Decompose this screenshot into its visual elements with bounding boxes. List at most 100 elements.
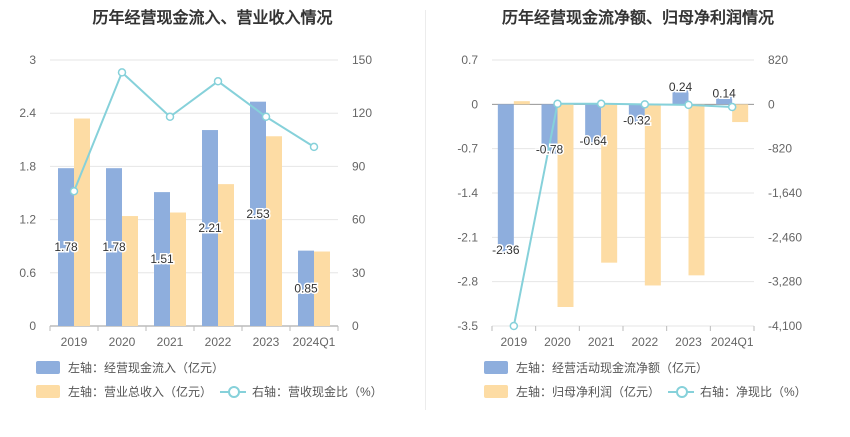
bar-secondary: [74, 118, 90, 327]
bar-secondary: [314, 251, 330, 326]
ratio-point: [553, 99, 562, 109]
y-left-tick-label: -1.4: [457, 186, 478, 200]
x-tick-label: 2021: [157, 335, 184, 349]
legend-item-revenue-cash-ratio[interactable]: 右轴：营收现金比（%）: [220, 383, 383, 400]
legend-swatch: [484, 361, 508, 374]
legend-label: 左轴：经营现金流入（亿元）: [68, 361, 225, 375]
legend-label: 右轴：营收现金比（%）: [252, 385, 383, 399]
bar-data-label: -0.32: [623, 114, 651, 128]
ratio-point: [69, 186, 79, 196]
legend-item-cash-inflow[interactable]: 左轴：经营现金流入（亿元）: [36, 359, 224, 376]
y-right-tick-label: 0: [352, 319, 359, 333]
x-tick-label: 2019: [500, 335, 527, 349]
y-right-tick-label: 820: [768, 53, 788, 67]
legend-item-net-profit[interactable]: 左轴：归母净利润（亿元）: [484, 383, 660, 400]
legend-swatch: [36, 385, 60, 398]
legend-swatch: [36, 361, 60, 374]
y-left-tick-label: 1.8: [19, 159, 36, 173]
bar-primary: [628, 104, 645, 125]
chart-plot-area: 0.7 820 0 0 -0.7 -820 -1.4 -1,640 -2.1 -2,460 -2.8…: [457, 53, 802, 349]
y-right-tick-label: 30: [352, 266, 366, 280]
x-tick-label: 2020: [109, 335, 136, 349]
x-tick-label: 2023: [253, 335, 280, 349]
y-right-tick-label: -1,640: [768, 186, 802, 200]
x-tick-label: 2023: [675, 335, 702, 349]
y-right-tick-label: -4,100: [768, 319, 802, 333]
y-left-tick-label: 3: [29, 53, 36, 67]
y-left-tick-label: 2.4: [19, 106, 36, 120]
bar-secondary: [266, 136, 282, 326]
legend-swatch: [484, 385, 508, 398]
bar-data-label: 1.51: [150, 252, 174, 266]
bar-primary: [298, 250, 314, 326]
ratio-point: [596, 99, 606, 109]
bar-secondary: [557, 104, 574, 307]
y-right-tick-label: -3,280: [768, 275, 802, 289]
bar-data-label: 1.78: [54, 240, 78, 254]
bar-data-label: 1.78: [102, 240, 126, 254]
legend-item-net-cash-flow[interactable]: 左轴：经营活动现金流净额（亿元）: [484, 359, 708, 376]
ratio-line: [512, 102, 733, 327]
y-left-tick-label: 0.6: [19, 266, 36, 280]
y-left-tick-label: 1.2: [19, 213, 36, 227]
y-left-tick-label: -2.1: [457, 230, 478, 244]
chart-title: 历年经营现金流入、营业收入情况: [92, 10, 333, 27]
legend-item-revenue[interactable]: 左轴：营业总收入（亿元）: [36, 383, 212, 400]
bar-data-label: 0.14: [712, 86, 736, 100]
bar-data-label: 2.21: [198, 221, 222, 235]
y-left-tick-label: -3.5: [457, 319, 478, 333]
ratio-point: [727, 102, 737, 112]
x-tick-label: 2024Q1: [711, 335, 754, 349]
x-tick-label: 2021: [588, 335, 615, 349]
bar-secondary: [218, 184, 234, 326]
legend-label: 右轴：净现比（%）: [700, 385, 807, 399]
y-left-tick-label: 0: [471, 97, 478, 111]
bar-primary: [672, 89, 689, 105]
bar-secondary: [688, 104, 705, 276]
chart-panel-net-cash-profit: 历年经营现金流净额、归母净利润情况 0.7 820 0 0 -0.7 -820 -1.4 -1…: [426, 0, 850, 437]
y-right-tick-label: 120: [352, 106, 372, 120]
ratio-point: [165, 112, 175, 121]
legend-item-net-cash-ratio[interactable]: 右轴：净现比（%）: [668, 383, 807, 400]
legend-label: 左轴：营业总收入（亿元）: [68, 385, 213, 399]
x-tick-label: 2020: [544, 335, 571, 349]
x-tick-label: 2022: [205, 335, 232, 349]
y-left-tick-label: 0: [29, 319, 36, 333]
ratio-point: [117, 68, 127, 77]
bar-data-label: 0.85: [294, 281, 318, 295]
bar-data-label: -0.64: [579, 134, 607, 148]
bar-primary: [250, 101, 266, 326]
bar-primary: [202, 130, 218, 326]
ratio-point: [509, 321, 519, 331]
panel-divider: [425, 10, 426, 410]
bar-data-label: 0.24: [669, 80, 693, 94]
y-right-tick-label: 150: [352, 53, 372, 67]
y-right-tick-label: 0: [768, 97, 775, 111]
bar-data-label: -2.36: [492, 243, 520, 257]
x-tick-label: 2024Q1: [293, 335, 336, 349]
bar-primary: [497, 104, 514, 254]
bar-secondary: [644, 104, 661, 286]
chart-panel-cash-inflow-revenue: 历年经营现金流入、营业收入情况 3 150 2.4 120 1.8 90 1.2 60 0.6 3…: [19, 10, 383, 400]
bar-primary: [585, 104, 602, 145]
bar-secondary: [732, 104, 749, 123]
bar-primary: [541, 104, 558, 154]
bar-data-label: 2.53: [246, 207, 270, 221]
legend-line-icon: [668, 385, 694, 398]
bar-secondary: [122, 216, 138, 326]
bar-data-label: -0.78: [536, 143, 564, 157]
y-right-tick-label: 60: [352, 213, 366, 227]
y-right-tick-label: -820: [768, 142, 792, 156]
legend-line-icon: [220, 385, 246, 398]
chart-plot-area: 3 150 2.4 120 1.8 90 1.2 60 0.6 30 0 0 2019 2020 2021 2…: [19, 53, 372, 349]
bar-secondary: [170, 212, 186, 326]
ratio-line: [73, 70, 315, 192]
y-right-tick-label: 90: [352, 159, 366, 173]
legend-label: 左轴：归母净利润（亿元）: [516, 385, 661, 399]
bar-primary: [106, 168, 122, 326]
chart-title: 历年经营现金流净额、归母净利润情况: [501, 10, 774, 27]
bar-primary: [58, 168, 74, 326]
bar-secondary: [601, 104, 618, 263]
y-left-tick-label: -0.7: [457, 142, 478, 156]
ratio-point: [640, 100, 650, 109]
